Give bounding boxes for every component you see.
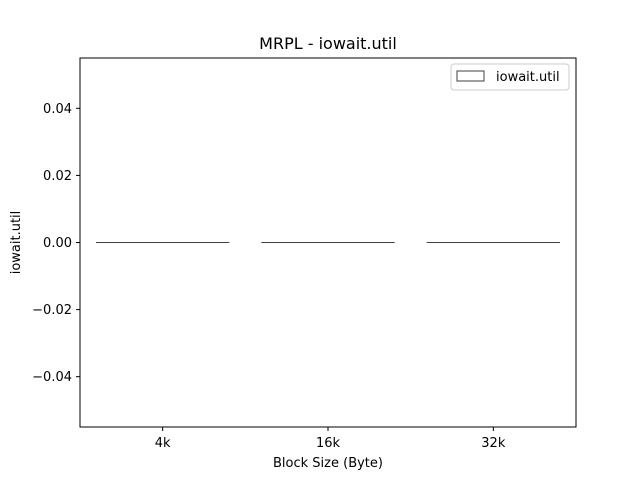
y-tick-label: 0.00 (43, 236, 72, 251)
legend-label: iowait.util (496, 70, 560, 85)
x-tick-label: 4k (155, 436, 171, 451)
y-ticks-group: −0.04 −0.02 0.00 0.02 0.04 (32, 102, 80, 385)
y-tick-label: 0.04 (43, 102, 72, 117)
x-ticks-group: 4k 16k 32k (155, 427, 506, 451)
legend-swatch (456, 70, 485, 82)
x-axis-label: Block Size (Byte) (273, 456, 383, 471)
x-tick-label: 32k (481, 436, 506, 451)
y-axis-label: iowait.util (9, 211, 24, 275)
y-tick-label: −0.02 (32, 303, 72, 318)
y-tick-label: −0.04 (32, 370, 72, 385)
x-tick-label: 16k (316, 436, 341, 451)
y-tick-label: 0.02 (43, 169, 72, 184)
legend: iowait.util (450, 63, 570, 91)
chart-title: MRPL - iowait.util (259, 34, 397, 53)
